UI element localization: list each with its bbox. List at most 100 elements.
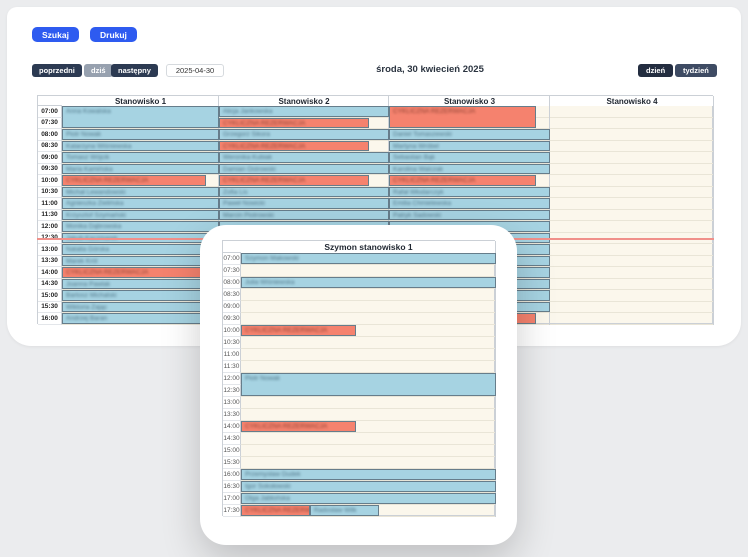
time-label: 07:30 [38,117,62,129]
date-input[interactable] [166,64,224,77]
booking-event[interactable]: Karolina Walczak [389,163,550,174]
booking-event[interactable]: Przemysław Dudek [241,469,496,480]
recurring-reservation-event[interactable]: CYKLICZNA REZERWACJA [219,175,369,186]
booking-event[interactable]: Michał Lewandowski [62,186,219,197]
booking-event[interactable]: Patryk Sadowski [389,209,550,220]
previous-day-button[interactable]: poprzedni [32,64,82,77]
time-label: 08:30 [38,140,62,152]
time-label: 13:30 [38,255,62,267]
booking-event[interactable]: Emilia Chmielewska [389,198,550,209]
week-view-button[interactable]: tydzień [675,64,717,77]
time-label: 16:30 [223,481,241,493]
time-label: 14:00 [223,421,241,433]
time-label: 09:30 [38,163,62,175]
recurring-reservation-event[interactable]: CYKLICZNA REZERWACJA [241,505,310,516]
column-header: Szymon stanowisko 1 [241,241,496,253]
recurring-reservation-event[interactable]: CYKLICZNA REZERWACJA [62,175,207,186]
time-label: 13:00 [223,397,241,409]
booking-event[interactable]: Marek Król [62,255,219,266]
grid-row-line [241,432,496,433]
print-button[interactable]: Drukuj [90,27,137,42]
booking-event[interactable]: Szymon Makowski [241,253,496,264]
recurring-reservation-event[interactable]: CYKLICZNA REZERWACJA [62,267,207,278]
grid-row-line [241,444,496,445]
grid-row-line [241,372,496,373]
time-label: 08:00 [223,277,241,289]
booking-event[interactable]: Radosław Wilk [309,505,379,516]
time-label: 14:00 [38,267,62,279]
time-label: 11:30 [223,361,241,373]
grid-row-line [241,336,496,337]
time-label: 11:00 [223,349,241,361]
time-label: 10:00 [223,325,241,337]
booking-event[interactable]: Marcin Piotrowski [219,209,389,220]
booking-event[interactable]: Agnieszka Zielińska [62,198,219,209]
booking-event[interactable]: Olga Jabłońska [241,493,496,504]
booking-event[interactable]: Katarzyna Wiśniewska [62,140,219,151]
time-label: 09:00 [223,301,241,313]
grid-row-line [241,324,496,325]
booking-event[interactable]: Martyna Wróbel [389,140,550,151]
grid-row-line [241,456,496,457]
recurring-reservation-event[interactable]: CYKLICZNA REZERWACJA [241,325,356,336]
booking-event[interactable]: Monika Dąbrowska [62,221,219,232]
booking-event[interactable]: Andrzej Baran [62,313,219,324]
booking-event[interactable]: Alicja Jankowska [219,106,389,117]
grid-row-line [241,312,496,313]
column-header: Stanowisko 3 [389,96,550,106]
booking-event[interactable]: Natalia Górska [62,244,219,255]
booking-event[interactable]: Grzegorz Sikora [219,129,389,140]
recurring-reservation-event[interactable]: CYKLICZNA REZERWACJA [389,106,536,128]
date-title: środa, 30 kwiecień 2025 [376,64,484,75]
grid-row-line [241,516,496,517]
time-label: 09:30 [223,313,241,325]
time-label: 12:00 [223,373,241,385]
grid-row-line [241,396,496,397]
next-day-button[interactable]: następny [111,64,158,77]
time-label: 15:30 [38,301,62,313]
today-button[interactable]: dziś [84,64,113,77]
booking-event[interactable]: Wiktoria Zając [62,301,219,312]
booking-event[interactable]: Daniel Tomaszewski [389,129,550,140]
booking-event[interactable]: Weronika Kubiak [219,152,389,163]
time-label: 17:00 [223,493,241,505]
booking-event[interactable]: Zofia Lis [219,186,389,197]
time-label: 14:30 [38,278,62,290]
time-label: 13:30 [223,409,241,421]
time-label: 07:30 [223,265,241,277]
grid-row-line [241,480,496,481]
booking-event[interactable]: Krzysztof Szymański [62,209,219,220]
day-view-button[interactable]: dzień [638,64,674,77]
booking-event[interactable]: Maria Kamińska [62,163,219,174]
time-label: 08:00 [38,129,62,141]
recurring-reservation-event[interactable]: CYKLICZNA REZERWACJA [389,175,536,186]
column-header: Stanowisko 4 [550,96,714,106]
grid-row-line [241,360,496,361]
booking-event[interactable]: Joanna Pawlak [62,278,219,289]
booking-event[interactable]: Tomasz Wójcik [62,152,219,163]
booking-event[interactable]: Piotr Nowak [62,129,219,140]
search-button[interactable]: Szukaj [32,27,79,42]
booking-event[interactable]: Piotr Nowak [241,373,496,396]
time-label: 10:00 [38,175,62,187]
booking-event[interactable]: Bartosz Michalski [62,290,219,301]
booking-event[interactable]: Sebastian Bąk [389,152,550,163]
booking-event[interactable]: Paweł Nowicki [219,198,389,209]
booking-event[interactable]: Julia Wiśniewska [241,277,496,288]
recurring-reservation-event[interactable]: CYKLICZNA REZERWACJA [241,421,356,432]
recurring-reservation-event[interactable]: CYKLICZNA REZERWACJA [219,140,369,151]
time-label: 09:00 [38,152,62,164]
time-label: 10:30 [223,337,241,349]
booking-event[interactable]: Damian Ostrowski [219,163,389,174]
booking-event[interactable]: Anna Kowalska [62,106,219,128]
grid-row-line [241,492,496,493]
employee-schedule-table: 07:00 07:30 08:00 08:30 09:00 09:30 10:00 10:30… [222,240,496,517]
grid-row-line [241,468,496,469]
recurring-reservation-event[interactable]: CYKLICZNA REZERWACJA [219,117,369,128]
time-label: 07:00 [38,106,62,118]
time-label: 13:00 [38,244,62,256]
booking-event[interactable]: Igor Sokołowski [241,481,496,492]
booking-event[interactable]: Rafał Włodarczyk [389,186,550,197]
grid-row-line [241,288,496,289]
